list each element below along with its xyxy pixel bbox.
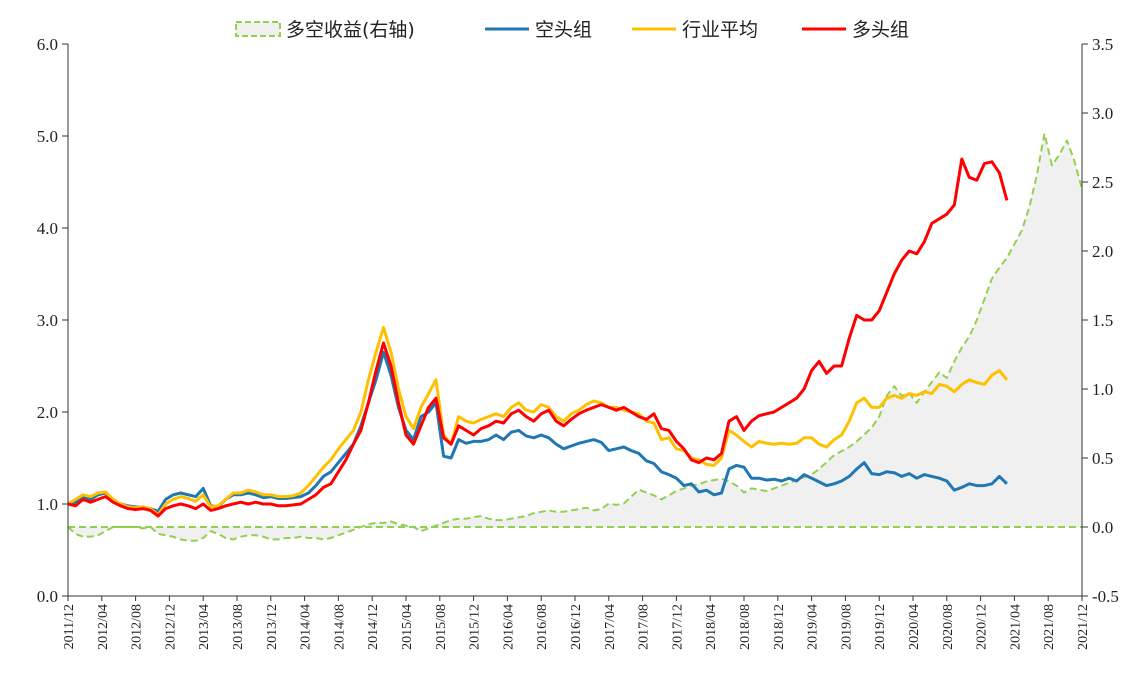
legend-swatch (235, 21, 281, 37)
x-tick-label: 2020/08 (941, 604, 956, 650)
x-tick-label: 2015/12 (468, 604, 483, 650)
right-tick-label: 0.5 (1092, 449, 1113, 468)
x-tick-label: 2013/08 (231, 604, 246, 650)
x-tick-label: 2015/04 (400, 604, 415, 650)
x-tick-label: 2014/12 (366, 604, 381, 650)
right-tick-label: 0.0 (1092, 518, 1113, 537)
right-tick-label: 3.5 (1092, 35, 1113, 54)
x-tick-label: 2016/04 (501, 604, 516, 650)
right-tick-label: -0.5 (1092, 587, 1119, 606)
left-tick-label: 4.0 (37, 219, 58, 238)
x-tick-label: 2017/12 (670, 604, 685, 650)
x-tick-label: 2020/04 (907, 604, 922, 650)
right-tick-label: 2.0 (1092, 242, 1113, 261)
x-tick-label: 2021/08 (1042, 604, 1057, 650)
series-line-3 (67, 157, 1009, 518)
legend-label: 多头组 (852, 19, 909, 41)
legend-label: 空头组 (535, 19, 592, 41)
legend: 多空收益(右轴) 空头组 行业平均 多头组 (235, 19, 909, 41)
x-tick-label: 2011/12 (62, 604, 77, 649)
x-tick-label: 2020/12 (975, 604, 990, 650)
x-tick-label: 2017/08 (637, 604, 652, 650)
x-tick-label: 2016/08 (535, 604, 550, 650)
right-tick-label: 3.0 (1092, 104, 1113, 123)
left-tick-label: 1.0 (37, 495, 58, 514)
x-tick-label: 2014/04 (299, 604, 314, 650)
x-tick-label: 2019/08 (839, 604, 854, 650)
x-tick-label: 2019/12 (873, 604, 888, 650)
right-tick-label: 1.5 (1092, 311, 1113, 330)
series-lines (67, 132, 1083, 542)
series-line-2 (67, 325, 1009, 517)
x-tick-label: 2013/12 (265, 604, 280, 650)
left-tick-label: 2.0 (37, 403, 58, 422)
x-tick-label: 2019/04 (806, 604, 821, 650)
x-tick-label: 2017/04 (603, 604, 618, 650)
legend-label: 多空收益(右轴) (286, 19, 415, 41)
x-tick-label: 2018/08 (738, 604, 753, 650)
x-tick-label: 2018/12 (772, 604, 787, 650)
x-tick-label: 2021/04 (1008, 604, 1023, 650)
series-line-0 (67, 132, 1083, 542)
x-tick-label: 2015/08 (434, 604, 449, 650)
x-tick-label: 2012/12 (163, 604, 178, 650)
x-tick-label: 2012/08 (130, 604, 145, 650)
left-tick-label: 6.0 (37, 35, 58, 54)
left-tick-label: 3.0 (37, 311, 58, 330)
right-tick-label: 2.5 (1092, 173, 1113, 192)
right-tick-label: 1.0 (1092, 380, 1113, 399)
x-tick-label: 2021/12 (1076, 604, 1091, 650)
spread-area (68, 133, 1082, 541)
x-tick-label: 2012/04 (96, 604, 111, 650)
x-tick-label: 2016/12 (569, 604, 584, 650)
x-tick-label: 2013/04 (197, 604, 212, 650)
left-tick-label: 5.0 (37, 127, 58, 146)
x-tick-label: 2018/04 (704, 604, 719, 650)
legend-label: 行业平均 (682, 19, 758, 41)
axes: 0.0 1.0 2.0 3.0 4.0 5.0 6.0 -0.5 0.0 0.5 1.0 1.5 2.0… (37, 35, 1119, 650)
spread-area-fill (68, 133, 1082, 541)
x-tick-label: 2014/08 (332, 604, 347, 650)
left-tick-label: 0.0 (37, 587, 58, 606)
